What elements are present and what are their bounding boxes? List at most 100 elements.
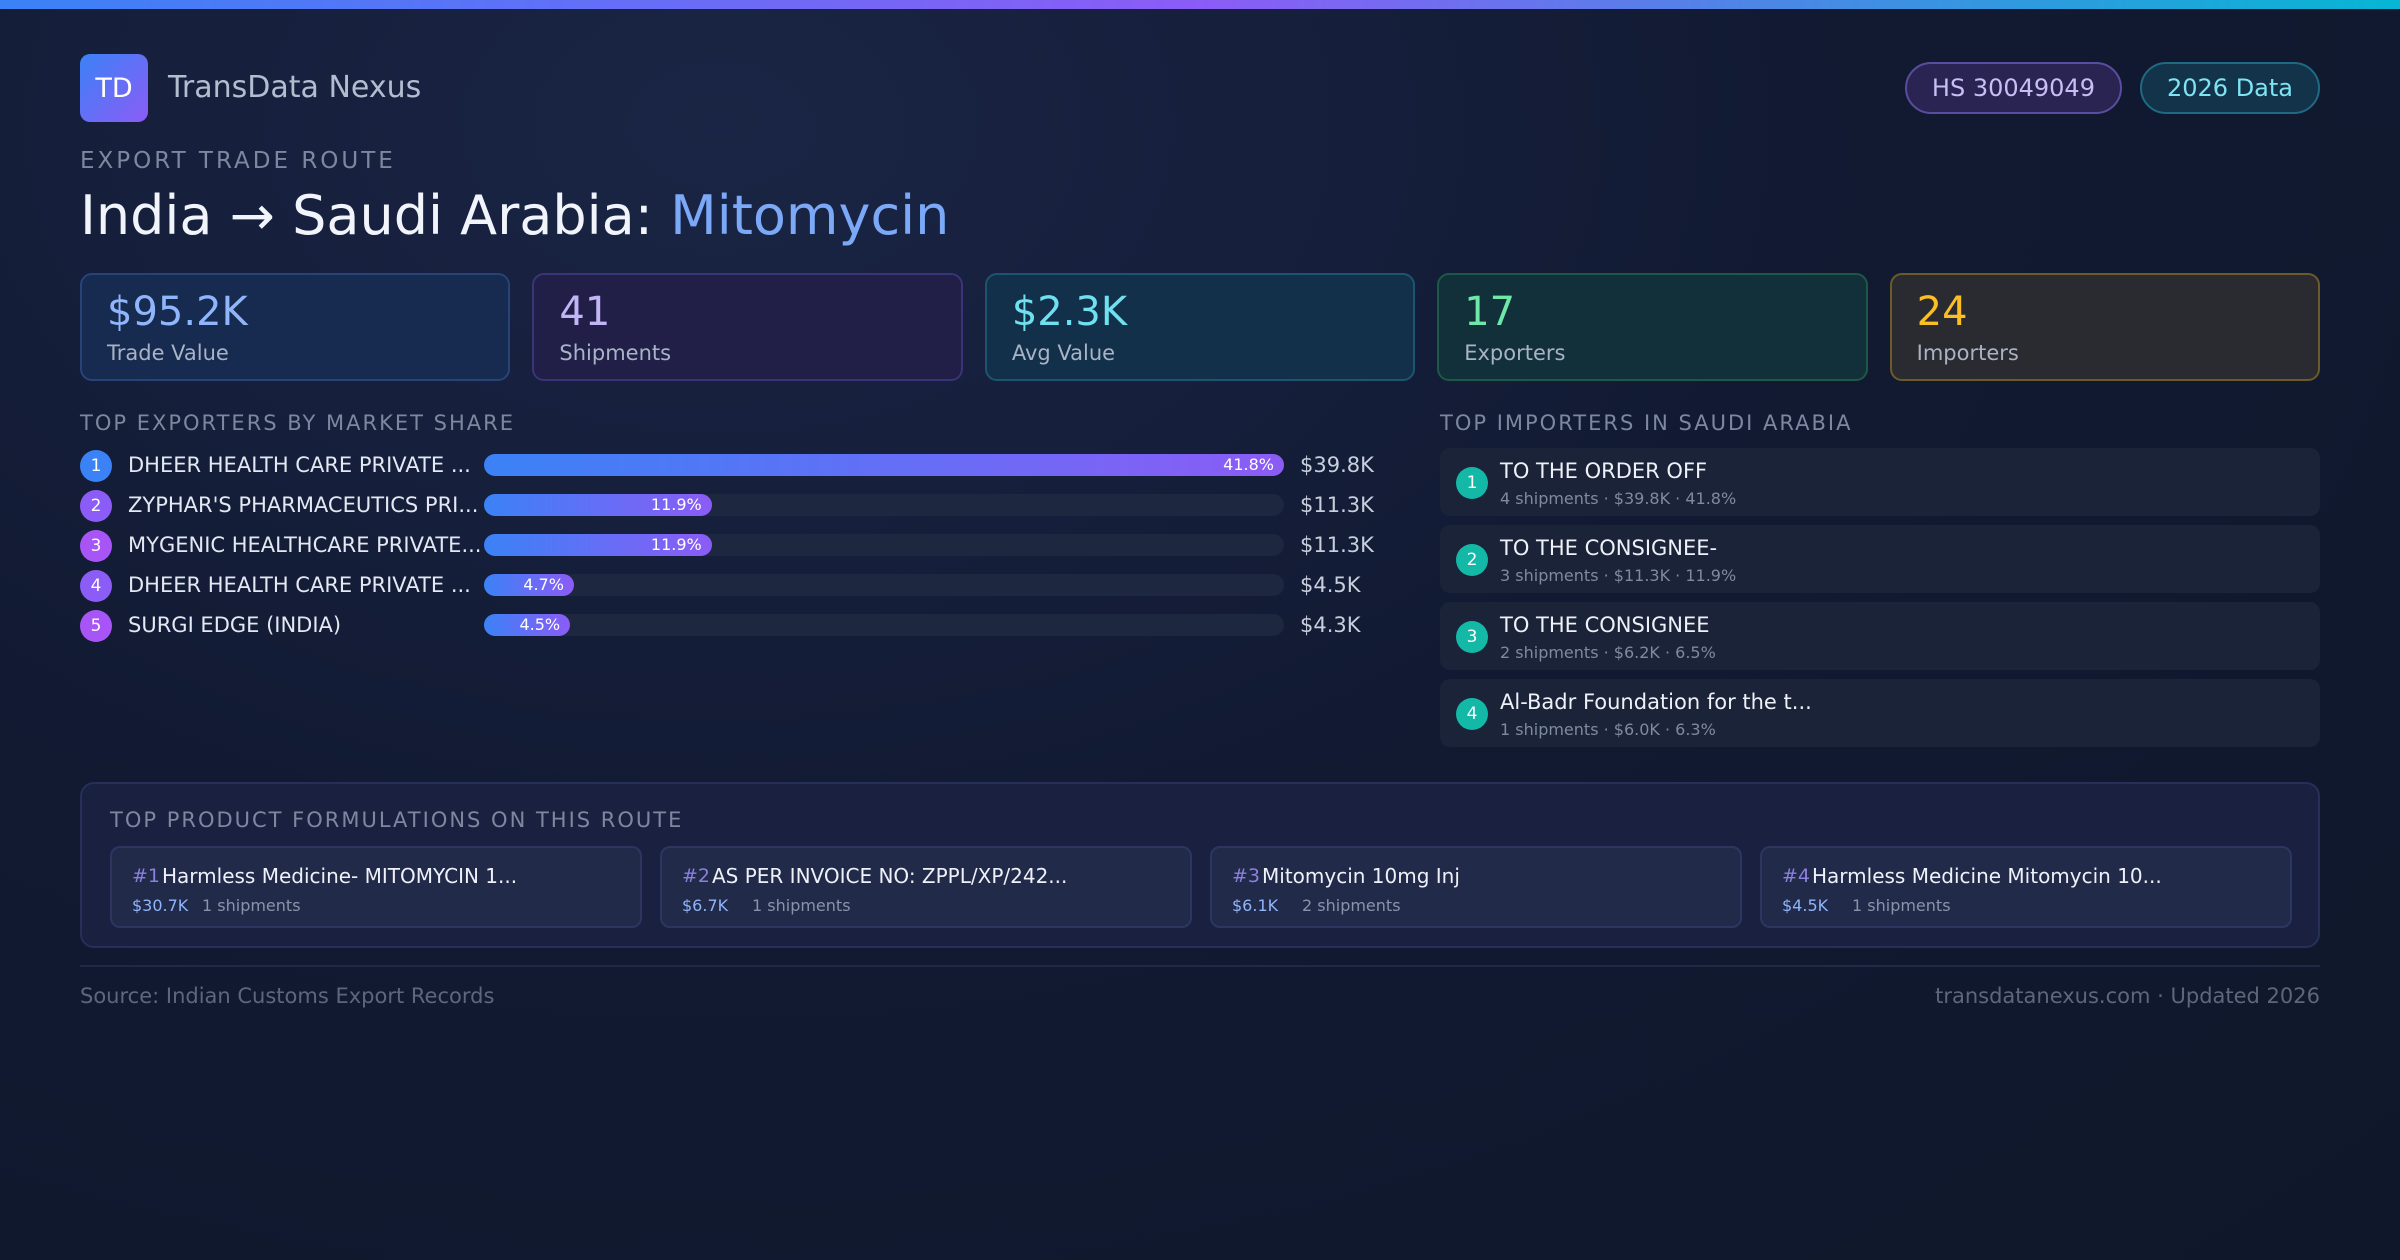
formulation-card[interactable]: #2 AS PER INVOICE NO: ZPPL/XP/242... $6.… xyxy=(660,846,1192,928)
share-bar-track: 4.5% xyxy=(484,614,1284,636)
exporter-name: ZYPHAR'S PHARMACEUTICS PRI... xyxy=(128,493,479,517)
importer-meta: 2 shipments · $6.2K · 6.5% xyxy=(1500,643,1716,662)
share-bar-fill: 4.5% xyxy=(484,614,571,636)
importer-meta: 1 shipments · $6.0K · 6.3% xyxy=(1500,720,1716,739)
share-bar-track: 11.9% xyxy=(484,494,1284,516)
stat-card-importers: 24 Importers xyxy=(1889,273,2321,381)
formulation-title: Mitomycin 10mg Inj xyxy=(1262,864,1460,888)
site-link[interactable]: transdatanexus.com · Updated 2026 xyxy=(1935,984,2320,1008)
exporter-row[interactable]: 1 DHEER HEALTH CARE PRIVATE ... 41.8% $3… xyxy=(80,448,1374,488)
exporter-row[interactable]: 3 MYGENIC HEALTHCARE PRIVATE... 11.9% $1… xyxy=(80,528,1374,568)
formulation-title: AS PER INVOICE NO: ZPPL/XP/242... xyxy=(712,864,1068,888)
formulation-value: $6.7K xyxy=(682,896,729,915)
importer-meta: 4 shipments · $39.8K · 41.8% xyxy=(1500,489,1737,508)
importer-name: TO THE CONSIGNEE xyxy=(1500,613,1710,637)
formulation-cards: #1 Harmless Medicine- MITOMYCIN 1... $30… xyxy=(110,846,2292,928)
exporter-name: SURGI EDGE (INDIA) xyxy=(128,613,342,637)
exporter-name: DHEER HEALTH CARE PRIVATE ... xyxy=(128,453,471,477)
formulation-value: $30.7K xyxy=(132,896,189,915)
importer-rank: 1 xyxy=(1456,467,1488,499)
route-eyebrow: EXPORT TRADE ROUTE xyxy=(80,148,396,174)
importer-rank: 2 xyxy=(1456,544,1488,576)
importer-card[interactable]: 2 TO THE CONSIGNEE- 3 shipments · $11.3K… xyxy=(1440,525,2320,593)
exporter-value: $11.3K xyxy=(1300,493,1374,517)
importer-card[interactable]: 3 TO THE CONSIGNEE 2 shipments · $6.2K ·… xyxy=(1440,602,2320,670)
stat-value: 41 xyxy=(559,289,611,335)
exporters-list: 1 DHEER HEALTH CARE PRIVATE ... 41.8% $3… xyxy=(80,448,1374,648)
exporter-row[interactable]: 2 ZYPHAR'S PHARMACEUTICS PRI... 11.9% $1… xyxy=(80,488,1374,528)
top-accent-bar xyxy=(0,0,2400,9)
formulation-title: Harmless Medicine- MITOMYCIN 1... xyxy=(162,864,518,888)
exporters-heading: TOP EXPORTERS BY MARKET SHARE xyxy=(80,411,516,435)
stat-value: $95.2K xyxy=(107,289,248,335)
formulation-card[interactable]: #3 Mitomycin 10mg Inj $6.1K 2 shipments xyxy=(1210,846,1742,928)
importer-rank: 3 xyxy=(1456,621,1488,653)
stat-card-exporters: 17 Exporters xyxy=(1437,273,1868,381)
page-title: India → Saudi Arabia: Mitomycin xyxy=(80,184,949,247)
product-title: Mitomycin xyxy=(670,184,950,247)
formulation-card[interactable]: #1 Harmless Medicine- MITOMYCIN 1... $30… xyxy=(110,846,642,928)
formulations-heading: TOP PRODUCT FORMULATIONS ON THIS ROUTE xyxy=(110,808,684,832)
formulations-panel: TOP PRODUCT FORMULATIONS ON THIS ROUTE #… xyxy=(80,782,2320,948)
exporter-rank: 1 xyxy=(80,450,112,482)
formulation-number: #4 xyxy=(1782,865,1811,887)
stat-value: 17 xyxy=(1464,289,1516,335)
exporter-rank: 4 xyxy=(80,570,112,602)
exporter-name: MYGENIC HEALTHCARE PRIVATE... xyxy=(128,533,482,557)
stat-card-avg-value: $2.3K Avg Value xyxy=(984,273,1416,381)
share-bar-track: 11.9% xyxy=(484,534,1284,556)
footer-divider xyxy=(80,965,2320,967)
exporter-rank: 2 xyxy=(80,490,112,522)
exporter-value: $11.3K xyxy=(1300,533,1374,557)
importer-card[interactable]: 4 Al-Badr Foundation for the t... 1 ship… xyxy=(1440,679,2320,747)
formulation-shipments: 2 shipments xyxy=(1302,896,1401,915)
exporter-name: DHEER HEALTH CARE PRIVATE ... xyxy=(128,573,471,597)
formulation-title: Harmless Medicine Mitomycin 10... xyxy=(1812,864,2162,888)
formulation-number: #1 xyxy=(132,865,161,887)
formulation-shipments: 1 shipments xyxy=(752,896,851,915)
share-bar-fill: 11.9% xyxy=(484,494,712,516)
stat-value: 24 xyxy=(1916,289,1968,335)
stat-label: Exporters xyxy=(1464,341,1566,365)
exporter-row[interactable]: 4 DHEER HEALTH CARE PRIVATE ... 4.7% $4.… xyxy=(80,568,1370,608)
exporter-value: $39.8K xyxy=(1300,453,1374,477)
logo: TD xyxy=(80,54,148,122)
stat-label: Trade Value xyxy=(107,341,229,365)
share-bar-track: 4.7% xyxy=(484,574,1284,596)
year-badge[interactable]: 2026 Data xyxy=(2139,62,2320,114)
formulation-number: #2 xyxy=(682,865,711,887)
stat-value: $2.3K xyxy=(1011,289,1128,335)
formulation-number: #3 xyxy=(1232,865,1261,887)
formulation-value: $4.5K xyxy=(1782,896,1829,915)
brand-name: TransData Nexus xyxy=(168,70,422,105)
stat-label: Avg Value xyxy=(1011,341,1116,365)
share-bar-fill: 41.8% xyxy=(484,454,1284,476)
route-title: India → Saudi Arabia: xyxy=(80,184,671,247)
exporter-value: $4.3K xyxy=(1300,613,1361,637)
importers-list: 1 TO THE ORDER OFF 4 shipments · $39.8K … xyxy=(1440,448,2320,756)
exporter-value: $4.5K xyxy=(1300,573,1361,597)
formulation-card[interactable]: #4 Harmless Medicine Mitomycin 10... $4.… xyxy=(1760,846,2292,928)
stat-label: Shipments xyxy=(559,341,672,365)
page: TD TransData Nexus HS 30049049 2026 Data… xyxy=(80,0,2321,1260)
exporter-rank: 3 xyxy=(80,530,112,562)
share-bar-fill: 4.7% xyxy=(484,574,574,596)
exporter-row[interactable]: 5 SURGI EDGE (INDIA) 4.5% $4.3K xyxy=(80,608,1370,648)
share-bar-fill: 11.9% xyxy=(484,534,712,556)
importer-name: TO THE CONSIGNEE- xyxy=(1500,536,1718,560)
importers-heading: TOP IMPORTERS IN SAUDI ARABIA xyxy=(1440,411,1853,435)
importer-name: Al-Badr Foundation for the t... xyxy=(1500,690,1812,714)
importer-rank: 4 xyxy=(1456,698,1488,730)
exporter-rank: 5 xyxy=(80,610,112,642)
formulation-value: $6.1K xyxy=(1232,896,1279,915)
formulation-shipments: 1 shipments xyxy=(202,896,301,915)
stat-card-shipments: 41 Shipments xyxy=(532,273,963,381)
header-badges: HS 30049049 2026 Data xyxy=(1904,62,2320,114)
importer-card[interactable]: 1 TO THE ORDER OFF 4 shipments · $39.8K … xyxy=(1440,448,2320,516)
stat-card-trade-value: $95.2K Trade Value xyxy=(80,273,511,381)
stat-label: Importers xyxy=(1916,341,2019,365)
importer-meta: 3 shipments · $11.3K · 11.9% xyxy=(1500,566,1737,585)
hs-code-badge[interactable]: HS 30049049 xyxy=(1904,62,2122,114)
share-bar-track: 41.8% xyxy=(484,454,1284,476)
formulation-shipments: 1 shipments xyxy=(1852,896,1951,915)
